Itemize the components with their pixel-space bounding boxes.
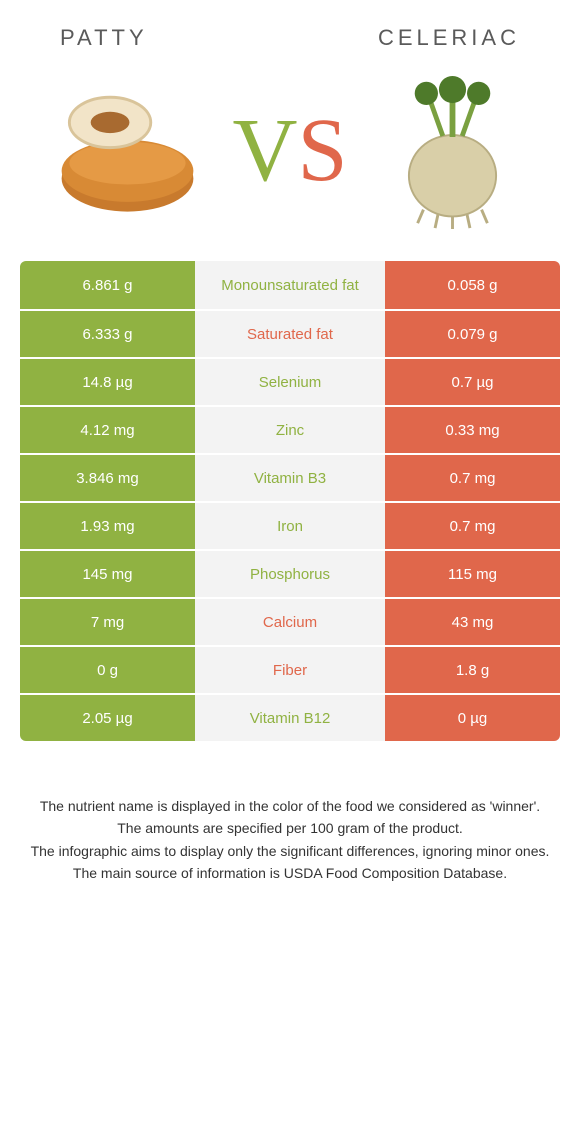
nutrient-label: Selenium xyxy=(195,357,385,405)
table-row: 145 mgPhosphorus115 mg xyxy=(20,549,560,597)
nutrient-label: Monounsaturated fat xyxy=(195,261,385,309)
left-value: 2.05 µg xyxy=(20,693,195,741)
right-value: 43 mg xyxy=(385,597,560,645)
left-value: 4.12 mg xyxy=(20,405,195,453)
table-row: 1.93 mgIron0.7 mg xyxy=(20,501,560,549)
table-row: 6.861 gMonounsaturated fat0.058 g xyxy=(20,261,560,309)
right-value: 0.058 g xyxy=(385,261,560,309)
nutrient-label: Iron xyxy=(195,501,385,549)
right-value: 0.7 mg xyxy=(385,501,560,549)
comparison-table: 6.861 gMonounsaturated fat0.058 g6.333 g… xyxy=(20,261,560,741)
left-value: 14.8 µg xyxy=(20,357,195,405)
images-row: V S xyxy=(0,61,580,261)
left-food-image xyxy=(50,74,205,229)
footer-line: The main source of information is USDA F… xyxy=(20,863,560,883)
left-value: 3.846 mg xyxy=(20,453,195,501)
nutrient-label: Fiber xyxy=(195,645,385,693)
table-row: 3.846 mgVitamin B30.7 mg xyxy=(20,453,560,501)
vs-label: V S xyxy=(232,106,347,196)
nutrient-label: Vitamin B12 xyxy=(195,693,385,741)
right-value: 0 µg xyxy=(385,693,560,741)
left-value: 6.333 g xyxy=(20,309,195,357)
left-value: 7 mg xyxy=(20,597,195,645)
right-food-image xyxy=(375,74,530,229)
footer-line: The nutrient name is displayed in the co… xyxy=(20,796,560,816)
nutrient-label: Calcium xyxy=(195,597,385,645)
right-value: 0.7 µg xyxy=(385,357,560,405)
table-row: 0 gFiber1.8 g xyxy=(20,645,560,693)
right-value: 0.079 g xyxy=(385,309,560,357)
nutrient-label: Phosphorus xyxy=(195,549,385,597)
header-row: Patty Celeriac xyxy=(0,0,580,61)
left-food-title: Patty xyxy=(60,25,148,51)
left-value: 145 mg xyxy=(20,549,195,597)
footer-line: The amounts are specified per 100 gram o… xyxy=(20,818,560,838)
table-row: 2.05 µgVitamin B120 µg xyxy=(20,693,560,741)
table-row: 6.333 gSaturated fat0.079 g xyxy=(20,309,560,357)
infographic: Patty Celeriac V S xyxy=(0,0,580,883)
right-food-title: Celeriac xyxy=(378,25,520,51)
right-value: 0.7 mg xyxy=(385,453,560,501)
table-row: 7 mgCalcium43 mg xyxy=(20,597,560,645)
left-value: 6.861 g xyxy=(20,261,195,309)
footer-line: The infographic aims to display only the… xyxy=(20,841,560,861)
footer-notes: The nutrient name is displayed in the co… xyxy=(20,796,560,883)
nutrient-label: Vitamin B3 xyxy=(195,453,385,501)
left-value: 1.93 mg xyxy=(20,501,195,549)
right-value: 0.33 mg xyxy=(385,405,560,453)
table-row: 14.8 µgSelenium0.7 µg xyxy=(20,357,560,405)
right-value: 115 mg xyxy=(385,549,560,597)
nutrient-label: Saturated fat xyxy=(195,309,385,357)
right-value: 1.8 g xyxy=(385,645,560,693)
left-value: 0 g xyxy=(20,645,195,693)
vs-v: V xyxy=(232,106,297,196)
vs-s: S xyxy=(297,106,347,196)
nutrient-label: Zinc xyxy=(195,405,385,453)
table-row: 4.12 mgZinc0.33 mg xyxy=(20,405,560,453)
